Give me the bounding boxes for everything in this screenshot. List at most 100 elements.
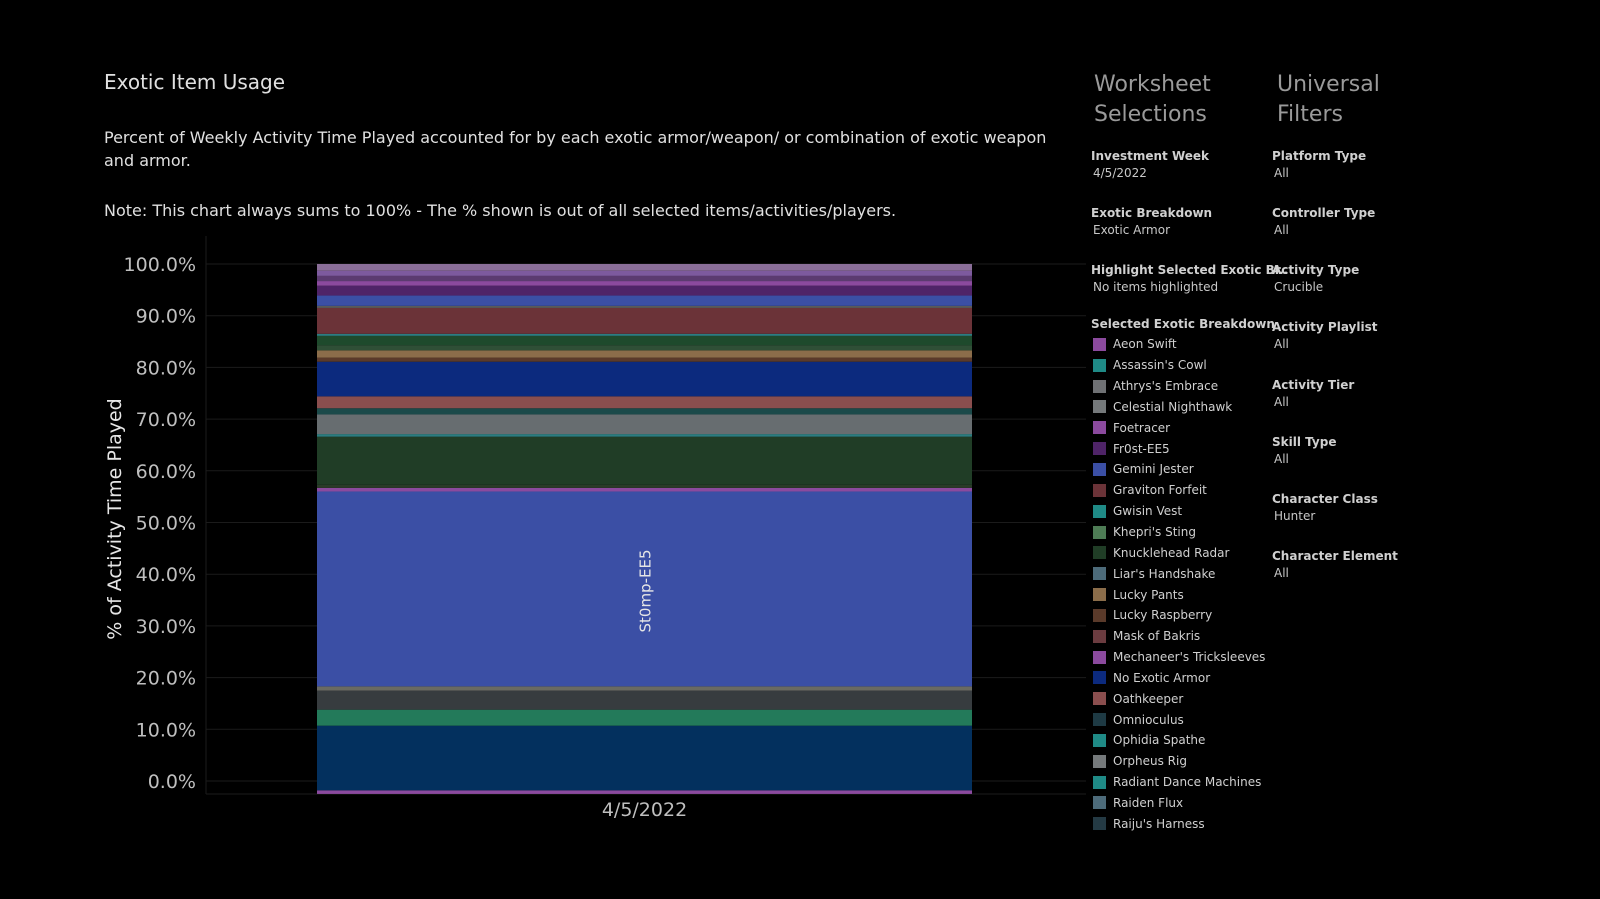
filter-label: Activity Playlist [1272, 320, 1378, 334]
legend-item[interactable]: Khepri's Sting [1093, 522, 1273, 543]
bar-segment [317, 487, 972, 492]
filter-character-element[interactable]: Character Element All [1272, 549, 1442, 580]
filter-value[interactable]: Crucible [1274, 280, 1324, 294]
legend-label: Khepri's Sting [1113, 525, 1196, 540]
legend-swatch [1093, 608, 1106, 622]
legend-label: Lucky Pants [1113, 587, 1184, 602]
filter-label: Platform Type [1272, 149, 1367, 163]
bar-segment [317, 307, 972, 334]
filter-character-class[interactable]: Character Class Hunter [1272, 492, 1442, 523]
filter-skill-type[interactable]: Skill Type All [1272, 435, 1442, 466]
bar-segment [317, 408, 972, 415]
bar-segment [317, 295, 972, 306]
bar-segment [317, 709, 972, 726]
bar-segment [317, 414, 972, 435]
legend-item[interactable]: Gwisin Vest [1093, 501, 1273, 522]
legend-item[interactable]: Lucky Raspberry [1093, 605, 1273, 626]
stacked-bar-chart: 0.0% 10.0% 20.0% 30.0% 40.0% 50.0% 60.0% 70.0% 8… [104, 236, 1086, 821]
filter-value[interactable]: All [1274, 566, 1289, 580]
legend-label: Ophidia Spathe [1113, 733, 1206, 748]
legend-swatch [1093, 733, 1106, 747]
legend-swatch [1093, 358, 1106, 372]
y-axis-title: % of Activity Time Played [104, 398, 126, 639]
legend-label: Liar's Handshake [1113, 566, 1216, 581]
legend-item[interactable]: Omnioculus [1093, 709, 1273, 730]
filter-exotic-breakdown[interactable]: Exotic Breakdown Exotic Armor [1091, 206, 1261, 237]
legend-item[interactable]: Foetracer [1093, 417, 1273, 438]
bar-segment [317, 686, 972, 691]
filter-value[interactable]: All [1274, 452, 1289, 466]
legend-item[interactable]: Ophidia Spathe [1093, 730, 1273, 751]
filter-label: Controller Type [1272, 206, 1376, 220]
legend-item[interactable]: Mask of Bakris [1093, 626, 1273, 647]
filter-value[interactable]: All [1274, 337, 1289, 351]
legend-swatch [1093, 775, 1106, 789]
legend-item[interactable]: Fr0st-EE5 [1093, 438, 1273, 459]
legend-item[interactable]: Athrys's Embrace [1093, 376, 1273, 397]
filter-platform-type[interactable]: Platform Type All [1272, 149, 1442, 180]
legend-label: Mechaneer's Tricksleeves [1113, 650, 1266, 665]
universal-heading-line: Filters [1277, 102, 1343, 127]
legend-label: Gemini Jester [1113, 462, 1194, 477]
legend-item[interactable]: Liar's Handshake [1093, 563, 1273, 584]
page-title: Exotic Item Usage [104, 70, 286, 94]
legend-swatch [1093, 442, 1106, 456]
legend-swatch [1093, 754, 1106, 768]
bar-segment [317, 335, 972, 346]
bar-segment [317, 270, 972, 276]
filter-highlight-selected[interactable]: Highlight Selected Exotic Br.. No items … [1091, 263, 1289, 294]
filter-controller-type[interactable]: Controller Type All [1272, 206, 1442, 237]
bar-segment [317, 396, 972, 409]
legend-label: Graviton Forfeit [1113, 483, 1207, 498]
y-tick-label: 80.0% [136, 357, 196, 379]
filter-value[interactable]: All [1274, 223, 1289, 237]
filter-value[interactable]: Hunter [1274, 509, 1316, 523]
legend-item[interactable] [1093, 834, 1273, 836]
bar-segment [317, 264, 972, 271]
legend-label: Gwisin Vest [1113, 504, 1183, 519]
legend-item[interactable]: Raiju's Harness [1093, 813, 1273, 834]
filter-activity-playlist[interactable]: Activity Playlist All [1272, 320, 1442, 351]
y-tick-label: 30.0% [136, 616, 196, 638]
filter-value[interactable]: Exotic Armor [1093, 223, 1171, 237]
legend-item[interactable]: Knucklehead Radar [1093, 542, 1273, 563]
filter-value[interactable]: 4/5/2022 [1093, 166, 1147, 180]
filter-label: Exotic Breakdown [1091, 206, 1213, 220]
bar-segment [317, 275, 972, 282]
bar-segment [317, 333, 972, 336]
legend-item[interactable]: Radiant Dance Machines [1093, 772, 1273, 793]
filter-value[interactable]: All [1274, 166, 1289, 180]
bar-segment [317, 350, 972, 358]
legend-title-label: Selected Exotic Breakdown [1091, 317, 1275, 331]
legend-swatch [1093, 817, 1106, 831]
legend-item[interactable]: Orpheus Rig [1093, 751, 1273, 772]
legend-swatch [1093, 629, 1106, 643]
legend-item[interactable]: Mechaneer's Tricksleeves [1093, 647, 1273, 668]
legend-swatch [1093, 650, 1106, 664]
bar-segment [317, 345, 972, 351]
legend-item[interactable]: Oathkeeper [1093, 688, 1273, 709]
legend-label: Celestial Nighthawk [1113, 399, 1233, 414]
filter-activity-tier[interactable]: Activity Tier All [1272, 378, 1442, 409]
legend-item[interactable]: Lucky Pants [1093, 584, 1273, 605]
legend-item[interactable]: Gemini Jester [1093, 459, 1273, 480]
legend-item[interactable]: No Exotic Armor [1093, 668, 1273, 689]
filter-value[interactable]: All [1274, 395, 1289, 409]
filter-label: Highlight Selected Exotic Br.. [1091, 263, 1289, 277]
bar-segment [317, 690, 972, 710]
bar-segment [317, 305, 972, 308]
legend-item[interactable]: Graviton Forfeit [1093, 480, 1273, 501]
legend-item[interactable]: Assassin's Cowl [1093, 355, 1273, 376]
y-tick-label: 60.0% [136, 461, 196, 483]
filter-value[interactable]: No items highlighted [1093, 280, 1219, 294]
legend-item[interactable]: Celestial Nighthawk [1093, 397, 1273, 418]
legend-label: Omnioculus [1113, 712, 1184, 727]
legend-item[interactable]: Aeon Swift [1093, 334, 1273, 355]
filter-label: Activity Tier [1272, 378, 1355, 392]
legend[interactable]: Aeon Swift Assassin's Cowl Athrys's Embrac… [1093, 334, 1273, 836]
legend-swatch [1093, 713, 1106, 727]
filter-investment-week[interactable]: Investment Week 4/5/2022 [1091, 149, 1261, 180]
y-tick-label: 90.0% [136, 306, 196, 328]
legend-item[interactable]: Raiden Flux [1093, 793, 1273, 814]
filter-activity-type[interactable]: Activity Type Crucible [1272, 263, 1442, 294]
